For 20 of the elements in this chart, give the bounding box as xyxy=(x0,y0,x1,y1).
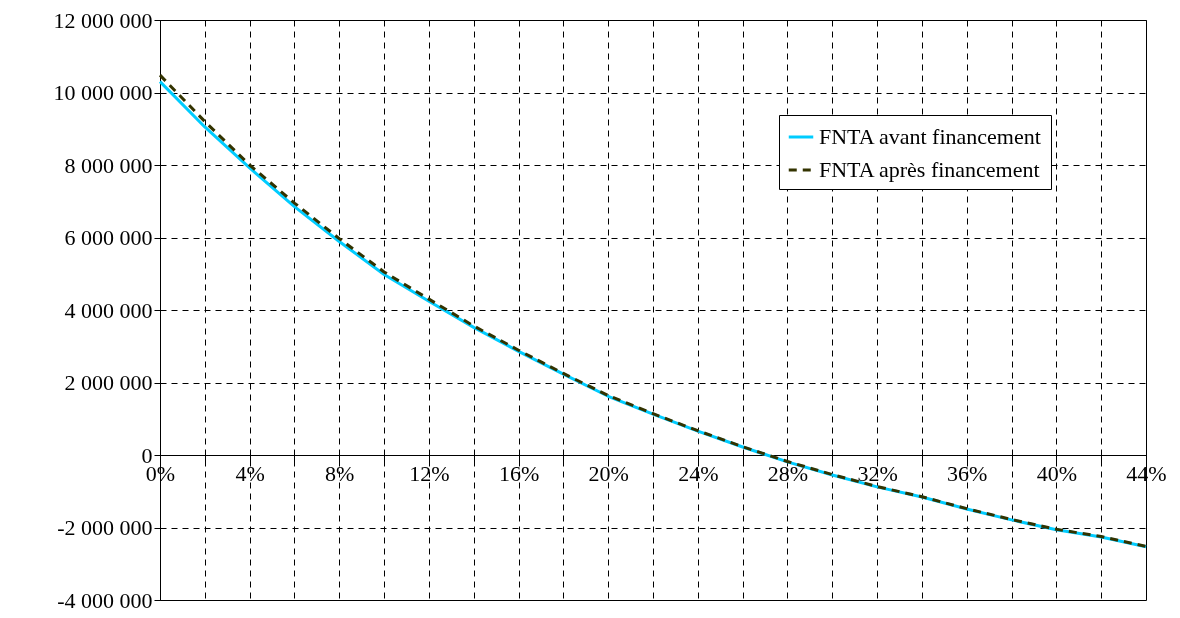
y-tick-label: 2 000 000 xyxy=(64,370,153,395)
y-tick-label: 4 000 000 xyxy=(64,297,153,323)
x-tick-label: 24% xyxy=(678,460,719,486)
x-tick-label: 4% xyxy=(235,460,265,486)
x-tick-label: 20% xyxy=(588,460,629,486)
x-tick-label: 16% xyxy=(498,460,540,486)
y-tick-label: 10 000 000 xyxy=(53,80,153,105)
x-tick-label: 36% xyxy=(947,460,988,486)
x-tick-label: 12% xyxy=(409,460,450,486)
x-tick-label: 32% xyxy=(857,460,898,486)
y-tick-label: -4 000 000 xyxy=(57,587,153,613)
legend-label: FNTA après financement xyxy=(819,157,1040,182)
legend-label: FNTA avant financement xyxy=(819,124,1041,149)
y-tick-label: -2 000 000 xyxy=(57,515,153,540)
x-tick-label: 40% xyxy=(1036,460,1078,486)
y-tick-label: 6 000 000 xyxy=(64,225,153,250)
y-tick-label: 8 000 000 xyxy=(64,152,153,178)
x-tick-label: 28% xyxy=(767,460,809,486)
y-tick-label: 12 000 000 xyxy=(53,7,153,33)
x-tick-label: 8% xyxy=(325,460,355,486)
